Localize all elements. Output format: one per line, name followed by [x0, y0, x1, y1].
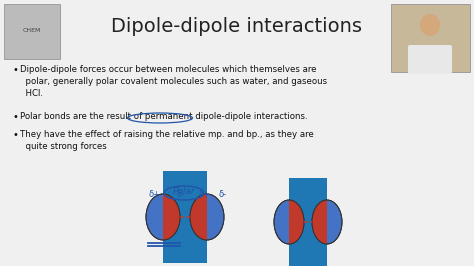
Ellipse shape: [312, 200, 342, 244]
Text: Dipole-dipole interactions: Dipole-dipole interactions: [111, 16, 363, 35]
Text: They have the effect of raising the relative mp. and bp., as they are
  quite st: They have the effect of raising the rela…: [20, 130, 314, 151]
Text: •: •: [12, 112, 18, 122]
Text: δ-: δ-: [219, 190, 227, 199]
Ellipse shape: [274, 200, 304, 244]
Text: •: •: [12, 130, 18, 140]
Ellipse shape: [190, 194, 224, 240]
Text: Dipole-dipole forces occur between molecules which themselves are
  polar, gener: Dipole-dipole forces occur between molec…: [20, 65, 327, 98]
Ellipse shape: [190, 194, 224, 240]
Bar: [173, 171, 207, 263]
Ellipse shape: [312, 200, 342, 244]
Bar: [163, 171, 197, 263]
FancyBboxPatch shape: [408, 45, 452, 74]
Text: δ-: δ-: [177, 190, 185, 199]
Text: δ+: δ+: [199, 190, 211, 199]
Text: •: •: [12, 65, 18, 75]
Bar: [391, 4, 470, 72]
Bar: [297, 178, 327, 266]
Text: Polar: Polar: [173, 188, 195, 197]
Text: CHEM: CHEM: [23, 28, 41, 34]
Bar: [4, 4, 60, 59]
Text: δ+: δ+: [149, 190, 161, 199]
Ellipse shape: [420, 14, 440, 36]
Ellipse shape: [146, 194, 180, 240]
Ellipse shape: [274, 200, 304, 244]
Bar: [289, 178, 319, 266]
Text: Polar bonds are the result of permanent dipole-dipole interactions.: Polar bonds are the result of permanent …: [20, 112, 308, 121]
Ellipse shape: [146, 194, 180, 240]
